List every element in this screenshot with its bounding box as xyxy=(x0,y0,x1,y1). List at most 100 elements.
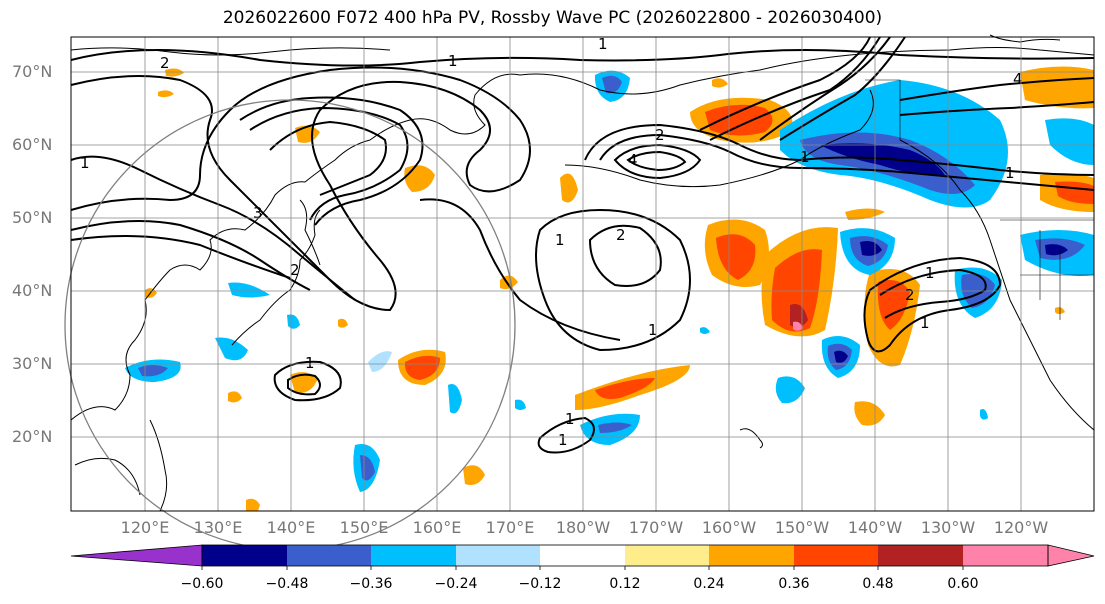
lat-label: 70°N xyxy=(12,62,53,81)
colorbar-segment xyxy=(709,545,794,566)
pv-contour xyxy=(899,77,1095,101)
coastline xyxy=(899,139,1095,431)
contour-label: 1 xyxy=(648,321,658,339)
anomaly-positive xyxy=(793,321,803,331)
anomaly-positive xyxy=(404,165,435,192)
lon-label: 150°W xyxy=(774,518,830,537)
colorbar-tick-label: 0.36 xyxy=(778,576,810,592)
contour-label: 1 xyxy=(305,354,315,372)
colorbar-tick-label: −0.36 xyxy=(349,576,393,592)
pv-contour xyxy=(70,235,291,279)
pv-contour xyxy=(535,208,691,352)
contour-label: 1 xyxy=(448,52,458,70)
lon-label: 160°E xyxy=(412,518,462,537)
colorbar-segment xyxy=(878,545,963,566)
coastline xyxy=(564,89,874,188)
anomaly-negative xyxy=(860,241,882,256)
contour-label: 1 xyxy=(558,431,568,449)
colorbar-tick-label: −0.48 xyxy=(265,576,309,592)
pv-contour xyxy=(419,198,621,341)
colorbar-tick-label: 0.60 xyxy=(947,576,979,592)
contour-labels: 1 1 2 1 3 2 1 2 1 4 2 1 4 1 2 1 1 1 1 1 xyxy=(80,35,1023,449)
anomaly-negative xyxy=(215,337,248,361)
anomaly-positive xyxy=(404,355,440,380)
anomaly-positive xyxy=(595,378,655,399)
anomaly-positive xyxy=(560,173,578,203)
colorbar-segment xyxy=(371,545,456,566)
colorbar-segment xyxy=(456,545,540,566)
contour-label: 2 xyxy=(905,286,915,304)
anomaly-negative xyxy=(775,376,805,404)
lon-label: 170°E xyxy=(485,518,535,537)
pv-contour xyxy=(613,143,702,180)
borders xyxy=(865,79,1094,320)
coastline xyxy=(299,209,321,261)
contour-label: 1 xyxy=(555,231,565,249)
lon-label: 160°W xyxy=(701,518,757,537)
anomaly-negative xyxy=(980,409,988,420)
anomaly-negative xyxy=(515,399,526,410)
lon-label: 120°W xyxy=(993,518,1049,537)
lon-label: 130°W xyxy=(920,518,976,537)
colorbar-tick-label: 0.12 xyxy=(609,576,641,592)
anomaly-negative xyxy=(368,351,392,372)
anomaly-negative xyxy=(598,422,632,433)
pv-contour xyxy=(239,96,424,226)
lon-label: 150°E xyxy=(339,518,389,537)
contour-label: 3 xyxy=(253,204,263,222)
anomaly-positive xyxy=(295,125,320,143)
lon-label: 120°E xyxy=(120,518,170,537)
border-line xyxy=(865,79,901,140)
anomaly-positive xyxy=(716,234,756,280)
coastline xyxy=(299,199,321,266)
pv-contours xyxy=(70,36,1095,454)
anomaly-negative xyxy=(700,327,710,334)
colorbar-segment xyxy=(794,545,878,566)
anomaly-positive xyxy=(338,318,348,328)
anomaly-positive xyxy=(165,68,184,77)
colorbar xyxy=(70,544,1095,570)
lon-label: 130°E xyxy=(193,518,243,537)
plot-title: 2026022600 F072 400 hPa PV, Rossby Wave … xyxy=(222,8,883,28)
colorbar-segment xyxy=(625,545,709,566)
pv-contour xyxy=(899,101,1095,116)
anomaly-positive xyxy=(712,78,728,88)
lon-label: 170°W xyxy=(628,518,684,537)
lon-label: 140°E xyxy=(266,518,316,537)
lat-label: 60°N xyxy=(12,135,53,154)
colorbar-segment xyxy=(540,545,625,566)
colorbar-tick-label: 0.48 xyxy=(862,576,894,592)
coastline xyxy=(739,428,763,449)
lon-label: 140°W xyxy=(847,518,903,537)
contour-label: 1 xyxy=(1005,164,1015,182)
pv-contour xyxy=(537,416,595,454)
anomaly-positive xyxy=(854,401,885,426)
pv-contour xyxy=(70,49,1095,67)
contour-label: 2 xyxy=(616,226,626,244)
anomaly-positive xyxy=(158,90,174,98)
contour-label: 4 xyxy=(1013,70,1023,88)
contour-label: 1 xyxy=(920,314,930,332)
contour-label: 1 xyxy=(925,264,935,282)
lat-label: 40°N xyxy=(12,281,53,300)
contour-label: 2 xyxy=(160,54,170,72)
anomaly-positive xyxy=(290,372,318,394)
coastline xyxy=(231,259,301,346)
pv-contour xyxy=(269,120,387,196)
contour-label: 2 xyxy=(290,261,300,279)
anomaly-positive xyxy=(705,104,773,136)
contour-label: 1 xyxy=(565,410,575,428)
anomaly-negative xyxy=(602,75,622,94)
contour-label: 1 xyxy=(800,148,810,166)
pv-contour xyxy=(626,150,687,172)
anomaly-positive xyxy=(228,391,242,403)
coastline xyxy=(989,34,1061,43)
colorbar-segment xyxy=(287,545,371,566)
pv-contour xyxy=(879,268,987,319)
pv-contour xyxy=(249,106,409,221)
colorbar-extend-high xyxy=(1047,544,1095,567)
pv-contour xyxy=(709,36,881,141)
pv-contour xyxy=(759,36,891,141)
anomaly-negative xyxy=(834,350,848,363)
